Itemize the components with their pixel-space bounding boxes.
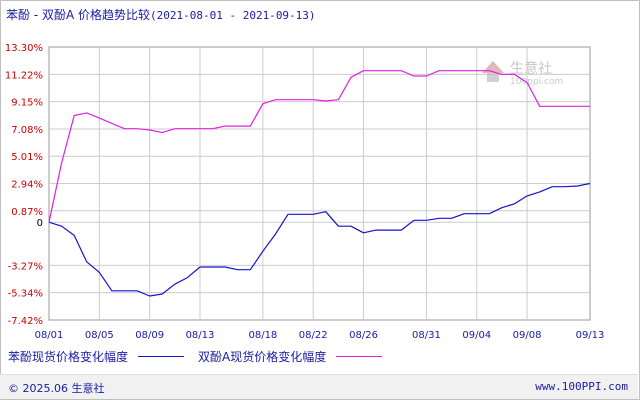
x-tick-label: 09/08 <box>513 330 542 341</box>
x-tick-label: 08/09 <box>135 330 164 341</box>
series-line-phenol <box>48 182 591 297</box>
y-tick-label: 13.30% <box>5 43 43 54</box>
y-tick-label: 5.01% <box>11 152 43 163</box>
chart-title-text: 苯酚 - 双酚A 价格趋势比较 <box>6 8 150 22</box>
y-tick-label: -5.34% <box>8 289 43 300</box>
x-tick-label: 08/05 <box>85 330 114 341</box>
legend: 苯酚现货价格变化幅度 双酚A现货价格变化幅度 <box>0 348 640 368</box>
series-line-bpa <box>48 70 590 223</box>
x-tick-label: 08/26 <box>349 330 378 341</box>
x-tick-label: 08/31 <box>412 330 441 341</box>
watermark-logo-base <box>487 73 499 82</box>
x-tick-label: 08/18 <box>248 330 277 341</box>
x-tick-label: 08/01 <box>35 330 64 341</box>
x-tick-label: 09/13 <box>576 330 605 341</box>
footer-copyright: © 2025.06 生意社 <box>8 382 105 395</box>
legend-line-phenol <box>138 356 185 357</box>
y-tick-label: 11.22% <box>5 70 43 81</box>
x-tick-label: 09/04 <box>462 330 491 341</box>
footer: © 2025.06 生意社 www.100PPI.com <box>0 374 638 399</box>
legend-label-bpa: 双酚A现货价格变化幅度 <box>198 350 327 364</box>
y-tick-label: 0 <box>37 218 43 229</box>
legend-label-phenol: 苯酚现货价格变化幅度 <box>8 350 129 364</box>
watermark-url: 100ppi.com <box>510 77 563 87</box>
legend-item-phenol: 苯酚现货价格变化幅度 <box>8 348 185 365</box>
legend-line-bpa <box>336 356 383 357</box>
x-tick-label: 08/13 <box>186 330 215 341</box>
watermark-text: 生意社 <box>510 60 552 77</box>
y-tick-label: 2.94% <box>11 180 43 191</box>
footer-site-link[interactable]: www.100PPI.com <box>535 380 628 393</box>
y-tick-label: 0.87% <box>11 207 43 218</box>
chart-title-dates: (2021-08-01 - 2021-09-13) <box>149 9 316 22</box>
y-tick-label: -7.42% <box>8 316 43 327</box>
x-tick-label: 08/22 <box>299 330 328 341</box>
y-tick-label: 7.08% <box>11 125 43 136</box>
watermark-logo-icon <box>482 61 504 73</box>
chart-title: 苯酚 - 双酚A 价格趋势比较(2021-08-01 - 2021-09-13) <box>6 6 316 23</box>
legend-item-bpa: 双酚A现货价格变化幅度 <box>198 348 383 365</box>
y-tick-label: -3.27% <box>8 261 43 272</box>
y-tick-label: 9.15% <box>11 98 43 109</box>
